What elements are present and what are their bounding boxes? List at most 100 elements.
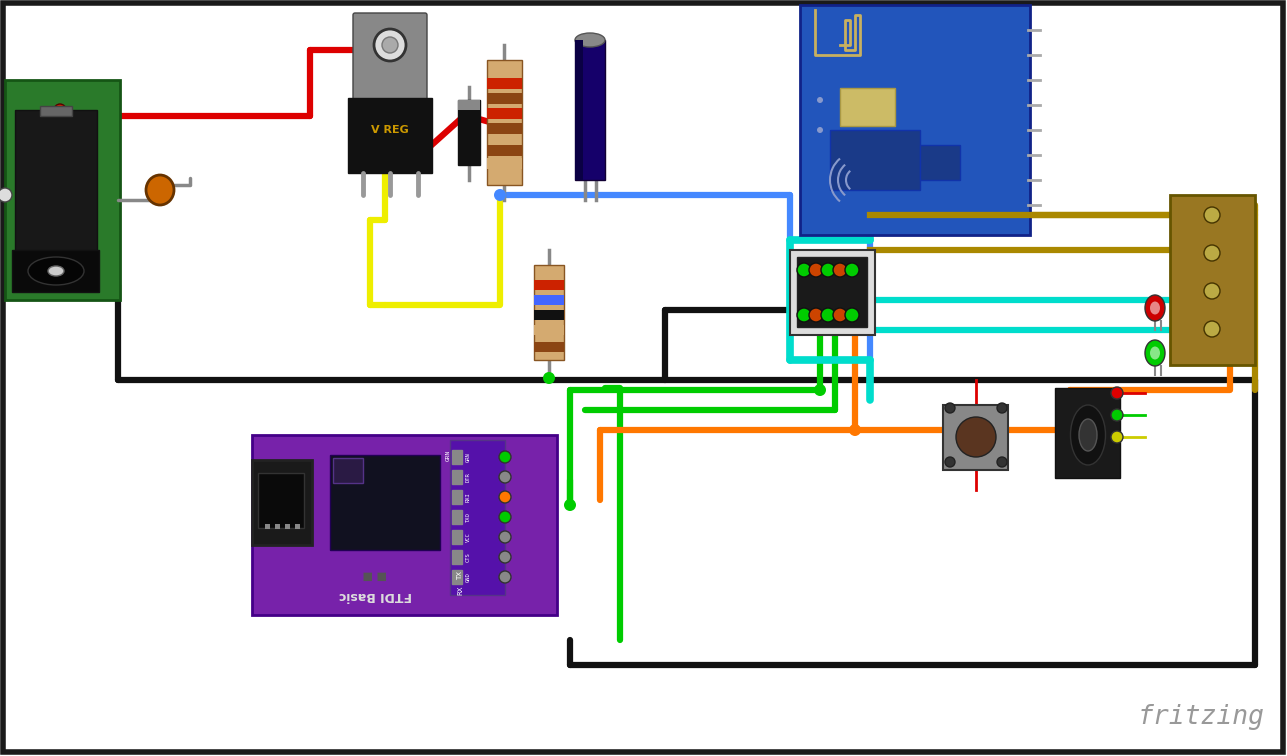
Bar <box>40 106 72 116</box>
Circle shape <box>1205 207 1220 223</box>
Bar <box>452 530 462 544</box>
Bar <box>534 295 564 305</box>
Circle shape <box>543 372 555 384</box>
Text: GND: GND <box>466 572 471 582</box>
Ellipse shape <box>28 257 84 285</box>
Bar <box>284 524 290 529</box>
Circle shape <box>817 127 822 133</box>
Bar <box>275 524 281 529</box>
Bar <box>486 78 523 89</box>
Text: VCC: VCC <box>466 532 471 542</box>
Bar <box>486 60 523 185</box>
Circle shape <box>382 37 398 53</box>
Circle shape <box>997 403 1006 413</box>
Bar <box>943 405 1008 470</box>
Bar <box>333 458 363 483</box>
Circle shape <box>1111 409 1124 421</box>
Circle shape <box>821 308 835 322</box>
Bar <box>15 110 97 270</box>
Bar <box>534 325 564 335</box>
Ellipse shape <box>1079 419 1097 451</box>
Circle shape <box>54 279 66 291</box>
Bar <box>801 5 1030 235</box>
Bar <box>295 524 300 529</box>
Bar <box>534 265 564 360</box>
Bar <box>534 310 564 320</box>
Bar <box>486 93 523 104</box>
Ellipse shape <box>48 266 64 276</box>
Text: GRN: GRN <box>466 452 471 462</box>
Ellipse shape <box>575 33 605 47</box>
Circle shape <box>817 97 822 103</box>
Text: FTDI Basic: FTDI Basic <box>338 588 412 602</box>
Ellipse shape <box>1145 340 1165 366</box>
Bar <box>486 123 523 134</box>
Bar <box>486 158 523 169</box>
Bar <box>534 342 564 352</box>
Circle shape <box>849 424 861 436</box>
Circle shape <box>821 263 835 277</box>
Bar <box>450 440 505 595</box>
Circle shape <box>54 104 66 116</box>
Circle shape <box>797 263 811 277</box>
Ellipse shape <box>1145 295 1165 321</box>
Circle shape <box>499 571 511 583</box>
Circle shape <box>499 471 511 483</box>
Circle shape <box>1111 387 1124 399</box>
Text: CTS: CTS <box>466 552 471 562</box>
Circle shape <box>499 551 511 563</box>
Circle shape <box>813 384 826 396</box>
Circle shape <box>564 499 577 511</box>
Circle shape <box>810 308 822 322</box>
Circle shape <box>1205 283 1220 299</box>
Bar <box>830 130 920 190</box>
Bar <box>452 570 462 584</box>
Bar <box>452 450 462 464</box>
Bar <box>347 98 432 173</box>
Bar <box>920 145 960 180</box>
Circle shape <box>0 188 12 202</box>
Circle shape <box>945 403 955 413</box>
Bar <box>486 145 523 156</box>
Text: DTR: DTR <box>466 472 471 482</box>
Text: fritzing: fritzing <box>1138 704 1265 730</box>
Circle shape <box>945 457 955 467</box>
Text: TX: TX <box>457 571 463 580</box>
Bar <box>452 510 462 524</box>
Bar <box>790 250 875 335</box>
Circle shape <box>810 263 822 277</box>
Ellipse shape <box>1151 302 1160 314</box>
Bar <box>452 550 462 564</box>
Bar <box>5 80 120 300</box>
Circle shape <box>1205 321 1220 337</box>
Bar <box>1055 388 1120 478</box>
Bar <box>452 470 462 484</box>
Circle shape <box>375 29 405 61</box>
Bar <box>840 88 894 126</box>
Bar <box>265 524 270 529</box>
Ellipse shape <box>1071 405 1106 465</box>
Circle shape <box>499 451 511 463</box>
Bar <box>797 257 867 327</box>
Bar <box>575 40 605 180</box>
Bar <box>329 455 440 550</box>
Bar <box>252 435 557 615</box>
Circle shape <box>1205 245 1220 261</box>
Text: RXI: RXI <box>466 492 471 502</box>
Text: RX: RX <box>457 585 463 595</box>
Circle shape <box>846 308 858 322</box>
Circle shape <box>833 263 847 277</box>
Ellipse shape <box>145 175 174 205</box>
Bar <box>1170 195 1255 365</box>
Bar <box>575 40 583 180</box>
Bar <box>452 490 462 504</box>
Circle shape <box>499 531 511 543</box>
Text: ■ ■: ■ ■ <box>363 570 387 580</box>
Text: GRN: GRN <box>445 449 450 460</box>
Bar <box>458 100 480 110</box>
Bar <box>257 473 304 528</box>
Bar <box>458 100 480 165</box>
FancyBboxPatch shape <box>353 13 427 107</box>
Circle shape <box>499 511 511 523</box>
Circle shape <box>494 189 506 201</box>
